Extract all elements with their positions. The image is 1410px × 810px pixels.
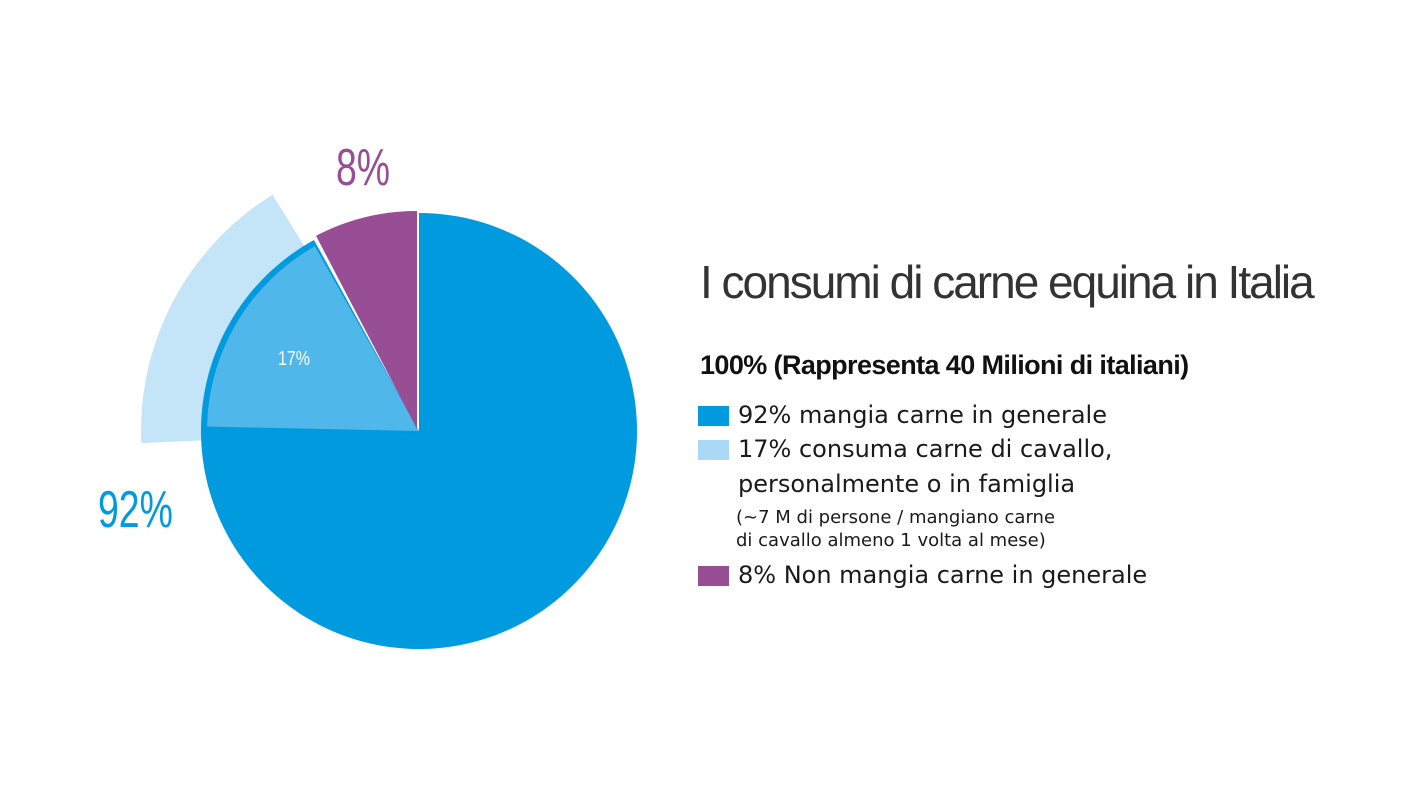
label-92-percent: 92% <box>98 480 173 539</box>
legend-label-line1: 17% consuma carne di cavallo, <box>738 435 1113 463</box>
legend-label-line2: personalmente o in famiglia <box>738 470 1076 498</box>
slice-17-percent <box>207 246 419 431</box>
chart-subtitle: 100% (Rappresenta 40 Milioni di italiani… <box>700 350 1189 380</box>
legend-note-line2: di cavallo almeno 1 volta al mese) <box>736 530 1046 551</box>
label-17-percent: 17% <box>278 347 310 369</box>
label-8-percent: 8% <box>336 138 390 197</box>
legend-note-line1: (~7 M di persone / mangiano carne <box>736 507 1056 528</box>
legend-swatch-purple <box>698 566 729 586</box>
legend-swatch-blue <box>698 406 729 426</box>
slice-8-percent <box>316 211 417 429</box>
legend-label: 8% Non mangia carne in generale <box>738 561 1148 589</box>
legend-swatch-light-blue <box>698 440 729 460</box>
legend-label: 92% mangia carne in generale <box>738 401 1107 429</box>
chart-title: I consumi di carne equina in Italia <box>700 256 1315 308</box>
